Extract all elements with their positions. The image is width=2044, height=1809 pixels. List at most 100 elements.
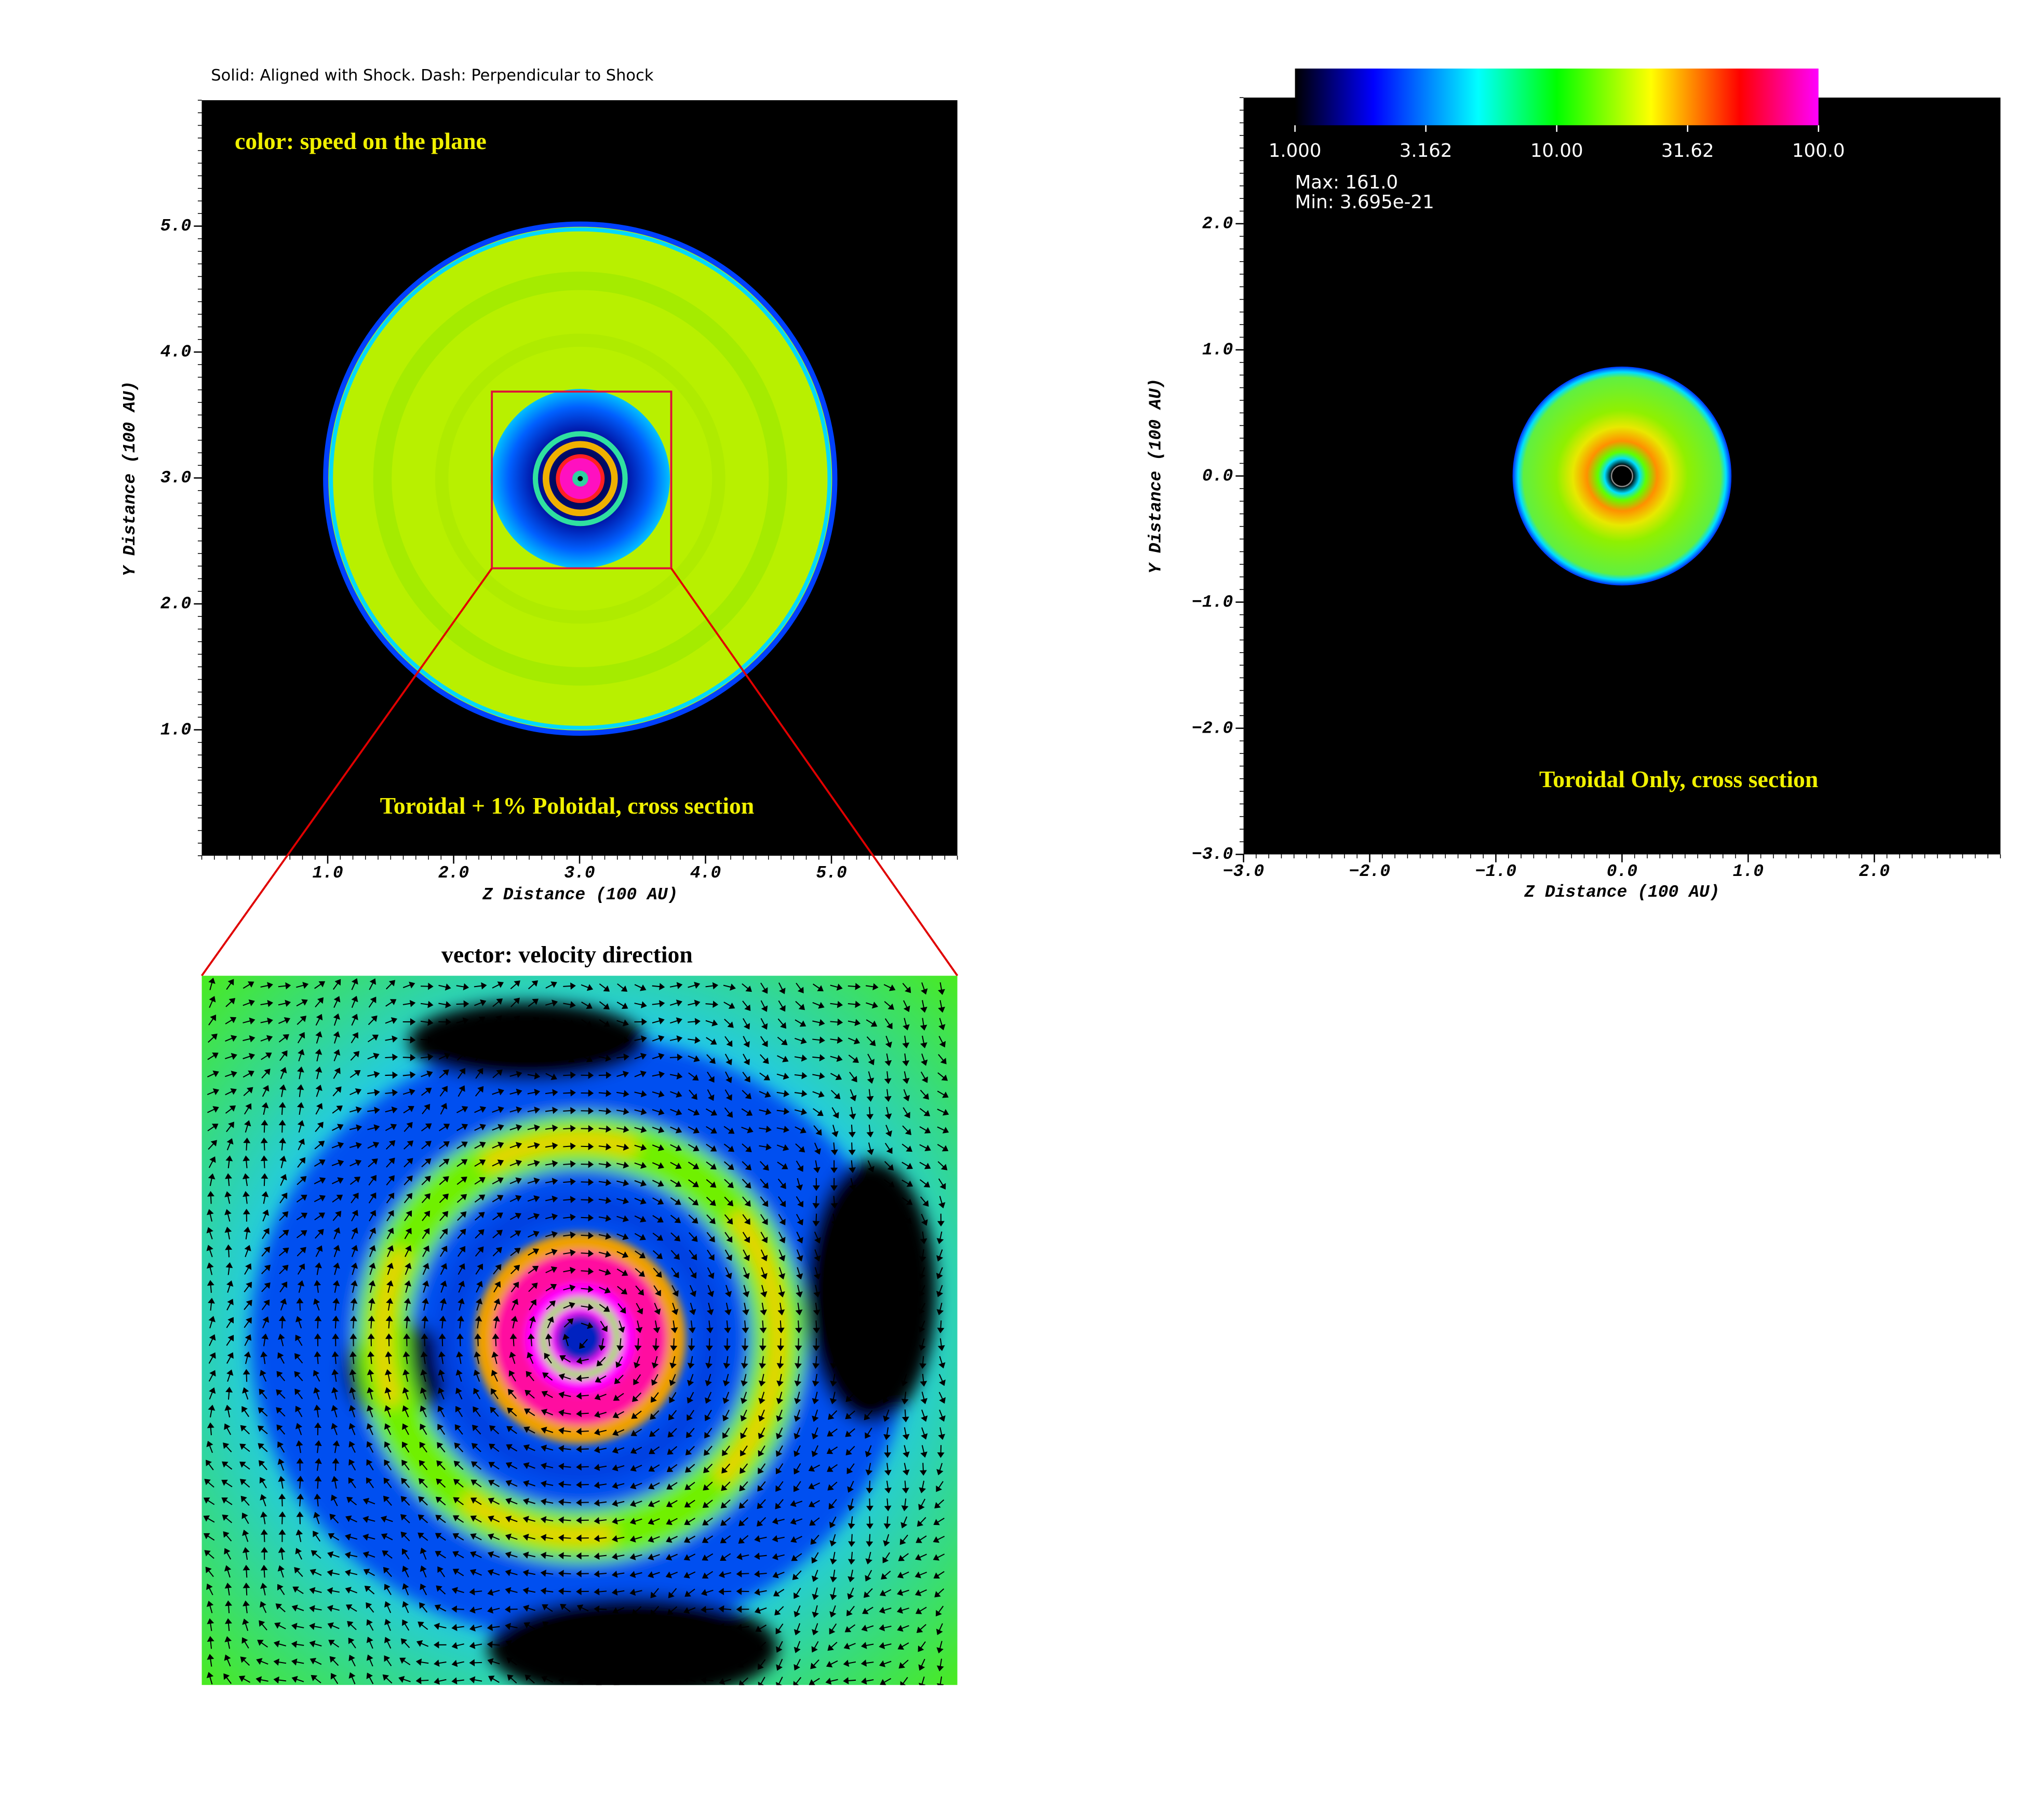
vector-arrow [206,1209,214,1222]
vector-arrow [902,1463,910,1476]
vector-arrow [208,1352,216,1364]
vector-arrow [879,1660,892,1667]
vector-arrow [259,1388,267,1399]
vector-arrow [794,1108,808,1115]
vector-arrow [809,1517,820,1526]
vector-arrow [474,1017,486,1025]
vector-arrow [849,1320,856,1333]
vector-arrow [434,1604,447,1612]
vector-arrow [631,1641,642,1651]
vector-arrow [794,1356,802,1369]
vector-arrow [777,1055,789,1062]
vector-arrow [600,1320,608,1332]
vector-arrow [258,1407,268,1417]
vector-arrow [594,1605,607,1613]
vector-arrow [616,1268,628,1276]
vector-arrow [333,1031,340,1044]
vector-arrow [777,1302,785,1316]
vector-arrow [809,1500,820,1507]
vector-arrow [919,1338,926,1351]
vector-arrow [438,1052,451,1060]
ring [539,1297,622,1380]
vector-arrow [545,1213,558,1221]
vector-arrow [759,1072,770,1081]
vector-arrow [487,1624,500,1631]
vector-arrow [309,1640,322,1648]
vector-arrow [314,981,326,989]
vector-arrow [333,1245,341,1258]
vector-arrow [474,999,487,1006]
vector-arrow [847,1356,854,1369]
vector-arrow [510,1248,521,1257]
vector-arrow [884,1197,895,1205]
vector-arrow [368,1015,378,1025]
vector-arrow [437,1442,446,1453]
vector-arrow [563,1231,576,1239]
vector-arrow [368,1158,378,1168]
vector-arrow [722,1427,730,1439]
vector-arrow [581,1107,594,1115]
vector-arrow [723,1126,735,1134]
vector-arrow [921,1427,928,1440]
blob [409,1002,647,1082]
vector-arrow [422,1280,429,1293]
vector-arrow [830,1090,841,1100]
vector-arrow [683,1571,696,1578]
vector-arrow [778,1232,786,1244]
vector-arrow [614,1374,624,1384]
vector-arrow [492,1124,504,1131]
vector-arrow [221,1479,233,1488]
vector-arrow [563,1071,576,1079]
vector-arrow [652,1017,665,1024]
vector-arrow [670,1250,680,1260]
vector-arrow [386,1227,394,1239]
vector-arrow [724,1285,732,1298]
vector-arrow [743,1018,750,1030]
vector-arrow [670,1126,682,1133]
core-ring [1610,465,1633,488]
vector-arrow [333,1262,340,1275]
vector-arrow [884,1018,893,1030]
core-center [577,476,583,481]
vector-arrow [616,1036,629,1044]
vector-arrow [796,1249,803,1262]
vector-arrow [702,1553,714,1561]
vector-arrow [882,1356,891,1367]
vector-arrow [510,1016,520,1025]
vector-arrow [576,1481,589,1489]
vector-arrow [244,1281,252,1292]
vector-arrow [385,1054,398,1061]
vector-arrow [367,1106,380,1114]
vector-arrow [866,1320,873,1333]
vector-arrow [474,1141,486,1149]
vector-arrow [702,1535,714,1543]
vector-arrow [921,982,928,995]
vector-arrow [314,1212,325,1221]
vector-arrow [345,1604,357,1612]
vector-arrow [510,980,520,990]
vector-arrow [599,1287,611,1294]
zoom-box [491,390,673,570]
vector-arrow [434,1623,447,1630]
vector-arrow [933,1554,945,1561]
vector-arrow [368,996,376,1008]
vector-arrow [260,1370,267,1382]
vector-arrow [707,1285,715,1298]
vector-arrow [812,1623,819,1636]
vector-arrow [262,1209,270,1222]
vector-arrow [491,1370,498,1382]
vector-arrow [207,1618,214,1631]
vector-arrow [222,1461,233,1470]
vector-arrow [369,1210,376,1222]
vector-arrow [920,1196,929,1207]
vector-arrow [616,1090,629,1098]
vector-arrow [563,1055,575,1062]
vector-arrow [346,1496,357,1506]
vector-arrow [207,1106,219,1113]
vector-arrow [382,1550,393,1559]
vector-arrow [206,1460,214,1470]
vector-arrow [723,1161,734,1170]
vector-arrow [903,1232,910,1244]
colorbar-tick-label: 31.62 [1661,140,1714,161]
vector-arrow [295,1548,302,1560]
